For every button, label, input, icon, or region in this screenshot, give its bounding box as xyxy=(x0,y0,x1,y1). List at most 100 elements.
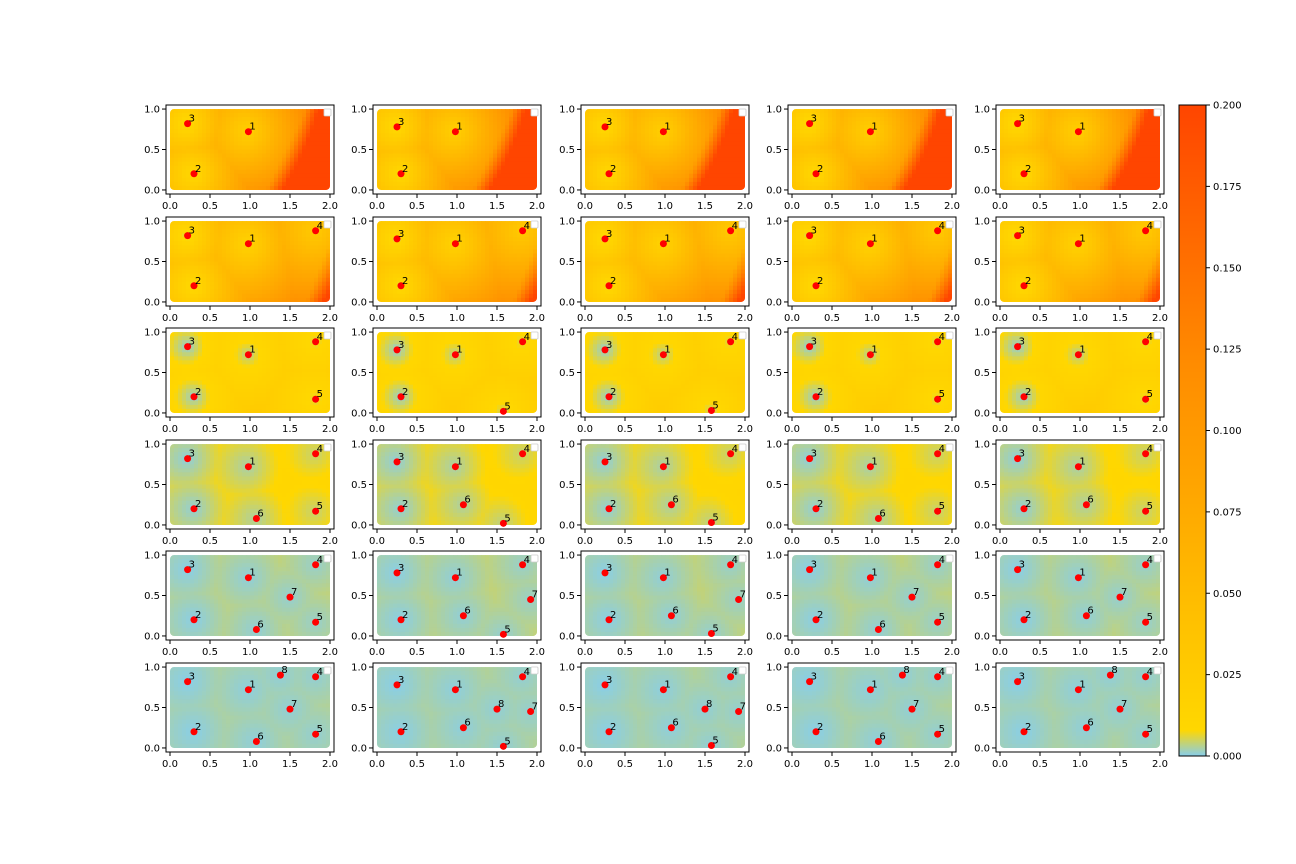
heatmap-cell xyxy=(282,277,287,283)
heatmap-cell xyxy=(609,165,614,171)
heatmap-cell xyxy=(465,181,470,187)
heatmap-cell xyxy=(274,245,279,250)
heatmap-cell xyxy=(633,133,638,138)
heatmap-cell xyxy=(1020,153,1025,159)
heatmap-cell xyxy=(254,269,259,275)
heatmap-cell xyxy=(461,117,466,122)
heatmap-cell xyxy=(274,257,279,263)
heatmap-cell xyxy=(186,145,191,151)
heatmap-cell xyxy=(808,133,813,138)
heatmap-cell xyxy=(1132,165,1137,171)
heatmap-cell xyxy=(689,153,694,159)
heatmap-cell xyxy=(657,125,662,130)
heatmap-cell xyxy=(457,177,462,183)
heatmap-cell xyxy=(521,149,526,155)
heatmap-cell xyxy=(924,109,929,114)
heatmap-cell xyxy=(824,181,829,187)
heatmap-cell xyxy=(413,133,418,138)
heatmap-cell xyxy=(1056,125,1061,130)
heatmap-cell xyxy=(326,133,330,138)
heatmap-cell xyxy=(844,113,849,118)
heatmap-cell xyxy=(888,181,893,187)
heatmap-cell xyxy=(286,229,291,234)
heatmap-cell xyxy=(461,145,466,151)
heatmap-cell xyxy=(290,225,295,230)
heatmap-cell xyxy=(808,165,813,171)
heatmap-cell xyxy=(417,185,422,190)
heatmap-cell xyxy=(685,109,690,114)
heatmap-cell xyxy=(381,129,386,134)
heatmap-cell xyxy=(210,261,215,267)
heatmap-cell xyxy=(218,181,223,187)
heatmap-cell xyxy=(916,113,921,118)
heatmap-cell xyxy=(1100,157,1105,163)
heatmap-cell xyxy=(270,157,275,163)
heatmap-cell xyxy=(230,269,235,275)
heatmap-cell xyxy=(250,145,255,151)
heatmap-cell xyxy=(1116,185,1121,190)
heatmap-cell xyxy=(1124,129,1129,134)
heatmap-cell xyxy=(170,297,175,302)
heatmap-cell xyxy=(505,133,510,138)
heatmap-cell xyxy=(525,165,530,171)
heatmap-cell xyxy=(836,161,841,167)
heatmap-cell xyxy=(461,149,466,155)
heatmap-cell xyxy=(525,133,530,138)
x-tick-label: 1.0 xyxy=(242,313,258,324)
heatmap-cell xyxy=(609,129,614,134)
heatmap-cell xyxy=(226,221,231,226)
heatmap-cell xyxy=(262,273,267,279)
heatmap-cell xyxy=(413,125,418,130)
heatmap-cell xyxy=(501,117,506,122)
heatmap-cell xyxy=(621,109,626,114)
heatmap-cell xyxy=(1064,169,1069,175)
heatmap-cell xyxy=(266,129,271,134)
heatmap-cell xyxy=(186,137,191,143)
heatmap-cell xyxy=(322,145,327,151)
heatmap-cell xyxy=(637,173,642,179)
heatmap-cell xyxy=(1116,117,1121,122)
heatmap-cell xyxy=(533,181,537,187)
heatmap-cell xyxy=(170,253,175,259)
y-tick-label: 1.0 xyxy=(974,105,990,116)
heatmap-cell xyxy=(222,297,227,302)
heatmap-cell xyxy=(282,289,287,295)
heatmap-cell xyxy=(413,137,418,143)
heatmap-cell xyxy=(505,149,510,155)
heatmap-cell xyxy=(709,157,714,163)
heatmap-cell xyxy=(880,161,885,167)
heatmap-cell xyxy=(278,121,283,126)
heatmap-cell xyxy=(190,273,195,279)
heatmap-cell xyxy=(194,229,199,234)
heatmap-cell xyxy=(409,145,414,151)
heatmap-cell xyxy=(202,149,207,155)
heatmap-cell xyxy=(326,233,330,238)
heatmap-cell xyxy=(246,133,251,138)
heatmap-cell xyxy=(840,133,845,138)
heatmap-cell xyxy=(278,285,283,291)
heatmap-cell xyxy=(302,133,307,138)
heatmap-cell xyxy=(665,165,670,171)
heatmap-cell xyxy=(1132,145,1137,151)
heatmap-cell xyxy=(1004,125,1009,130)
heatmap-cell xyxy=(633,121,638,126)
heatmap-cell xyxy=(1040,181,1045,187)
heatmap-cell xyxy=(741,121,745,126)
heatmap-cell xyxy=(194,225,199,230)
heatmap-cell xyxy=(206,181,211,187)
heatmap-cell xyxy=(425,141,430,147)
heatmap-cell xyxy=(1000,169,1005,175)
heatmap-cell xyxy=(258,129,263,134)
heatmap-cell xyxy=(733,121,738,126)
heatmap-cell xyxy=(182,277,187,283)
heatmap-cell xyxy=(294,293,299,299)
heatmap-cell xyxy=(318,269,323,275)
heatmap-cell xyxy=(932,145,937,151)
heatmap-cell xyxy=(266,109,271,114)
heatmap-cell xyxy=(613,161,618,167)
heatmap-cell xyxy=(254,221,259,226)
heatmap-cell xyxy=(685,185,690,190)
heatmap-cell xyxy=(441,137,446,143)
heatmap-cell xyxy=(1000,165,1005,171)
heatmap-cell xyxy=(741,117,745,122)
